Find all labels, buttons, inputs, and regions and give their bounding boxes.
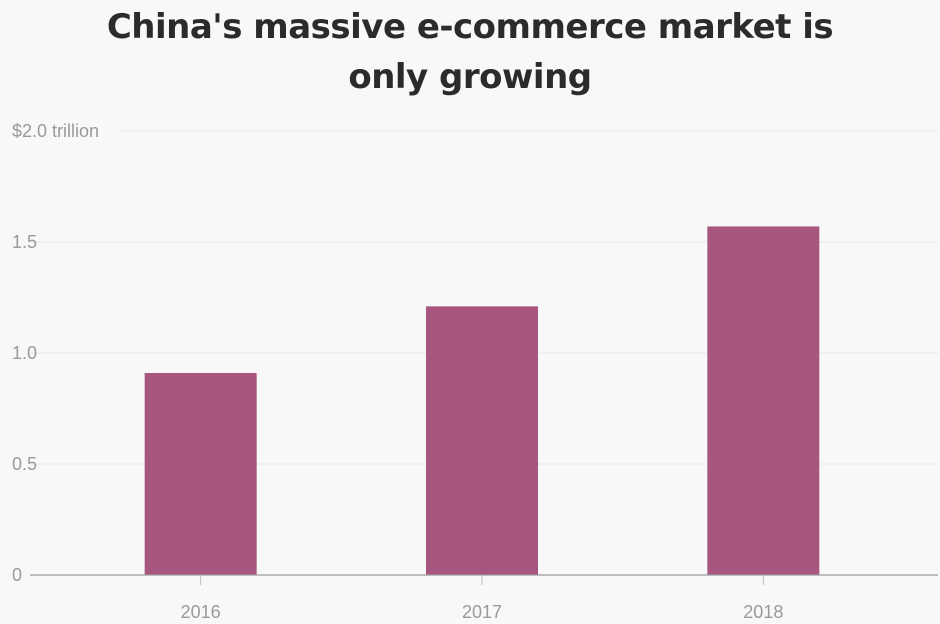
bar [707,226,820,575]
axis-layer [30,574,938,585]
bar [144,372,257,575]
y-tick-label: 0 [12,565,22,585]
y-tick-label: $2.0 trillion [12,121,99,141]
x-tick-label: 2017 [462,602,502,622]
chart-title: China's massive e-commerce market is onl… [0,2,940,102]
bars-layer [144,226,820,575]
chart-title-line-2: only growing [348,57,592,97]
chart-title-line-1: China's massive e-commerce market is [106,7,834,47]
y-tick-label: 0.5 [12,454,37,474]
y-tick-label: 1.5 [12,232,37,252]
bar [426,306,538,575]
x-tick-label: 2018 [743,602,783,622]
y-tick-label: 1.0 [12,343,37,363]
x-tick-label: 2016 [181,602,221,622]
labels-layer: 0 0.5 1.0 1.5 $2.0 trillion 2016 2017 2018 [12,121,783,622]
